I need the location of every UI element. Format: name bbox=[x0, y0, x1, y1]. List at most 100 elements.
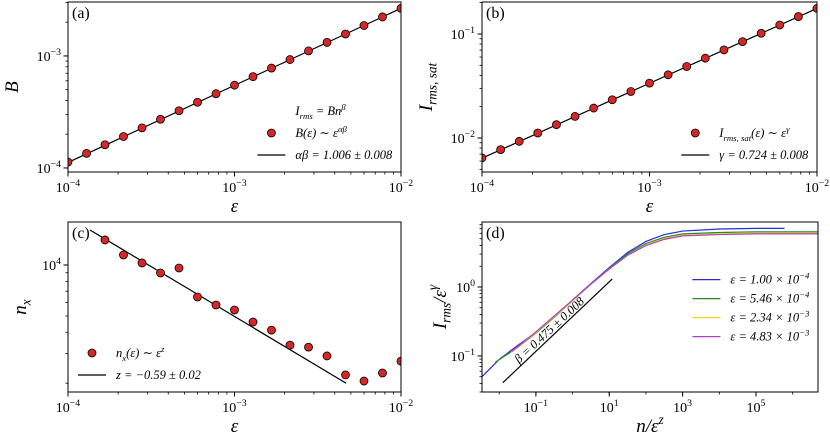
data-point bbox=[285, 55, 295, 64]
plot-area bbox=[89, 229, 401, 386]
y-tick-label: 10−3 bbox=[37, 47, 62, 65]
data-point bbox=[775, 20, 785, 30]
axes-frame bbox=[67, 1, 402, 173]
legend-label: z = −0.59 ± 0.02 bbox=[115, 368, 201, 382]
legend-label: ε = 2.34 × 10−3 bbox=[730, 308, 810, 324]
x-tick-label: 10−3 bbox=[222, 178, 247, 196]
data-point bbox=[738, 37, 747, 46]
text-part: 0 bbox=[470, 278, 475, 289]
data-point bbox=[607, 95, 617, 105]
legend-label: Irms, sat(ε) ∼ εγ bbox=[718, 124, 790, 143]
text-part: ε = 1.00 × 10 bbox=[730, 273, 799, 287]
x-tick-label: 10−2 bbox=[805, 178, 830, 196]
legend-marker bbox=[690, 128, 700, 138]
data-point bbox=[645, 78, 654, 88]
text-part: γ = 0.724 ± 0.008 bbox=[719, 148, 809, 162]
text-part: 10 bbox=[451, 28, 465, 43]
text-part: 10 bbox=[637, 181, 651, 196]
data-point bbox=[100, 235, 110, 245]
text-part: −1 bbox=[465, 347, 476, 358]
text-part: I bbox=[294, 104, 300, 118]
text-part: z = −0.59 ± 0.02 bbox=[115, 368, 201, 382]
panel-label: (a) bbox=[72, 5, 90, 22]
x-tick-label: 10−2 bbox=[389, 398, 414, 416]
x-tick-label: 103 bbox=[673, 398, 692, 416]
text-part: β bbox=[340, 102, 346, 112]
data-point bbox=[514, 136, 524, 146]
legend-label: nx(ε) ∼ εz bbox=[116, 344, 165, 363]
y-tick-label: 100 bbox=[456, 278, 475, 296]
data-point bbox=[248, 72, 258, 82]
line-series bbox=[502, 278, 613, 384]
text-part: −3 bbox=[236, 398, 247, 409]
x-tick-label: 105 bbox=[747, 398, 766, 416]
text-part: n bbox=[10, 305, 31, 315]
legend-label: ε = 4.83 × 10−3 bbox=[730, 327, 810, 343]
y-tick-label: 10−2 bbox=[451, 129, 476, 147]
legend-label: ε = 5.46 × 10−4 bbox=[730, 289, 810, 305]
text-part: −4 bbox=[484, 178, 495, 189]
text-part: rms, sat bbox=[723, 133, 751, 143]
text-part: x bbox=[19, 299, 34, 306]
text-part: 4 bbox=[56, 256, 61, 267]
data-point bbox=[211, 300, 221, 310]
text-part: −1 bbox=[538, 398, 549, 409]
data-point bbox=[663, 70, 673, 80]
data-point bbox=[193, 292, 202, 302]
text-part: −4 bbox=[70, 398, 81, 409]
text-part: 10 bbox=[389, 181, 403, 196]
x-axis-label: ε bbox=[231, 196, 239, 217]
y-tick-label: 10−1 bbox=[451, 25, 476, 43]
text-part: 10 bbox=[451, 350, 465, 365]
data-point bbox=[396, 3, 401, 13]
plot-area bbox=[482, 4, 817, 163]
data-point bbox=[304, 46, 313, 56]
text-part: 10 bbox=[37, 162, 51, 177]
x-tick-label: 10−4 bbox=[470, 178, 495, 196]
data-point bbox=[682, 62, 692, 71]
text-part: 10 bbox=[222, 181, 236, 196]
data-point bbox=[156, 114, 165, 124]
x-tick-label: 10−3 bbox=[222, 398, 247, 416]
x-axis-label: ε bbox=[231, 416, 239, 436]
text-part: 10 bbox=[56, 181, 70, 196]
annotation: β = 0.475 ± 0.008 bbox=[511, 294, 588, 367]
text-part: −2 bbox=[403, 398, 414, 409]
x-tick-label: 10−3 bbox=[637, 178, 662, 196]
data-point bbox=[82, 148, 91, 158]
panel-label: (c) bbox=[72, 225, 90, 242]
text-part: = Bn bbox=[313, 104, 342, 118]
data-point bbox=[359, 376, 369, 386]
text-part: −2 bbox=[403, 178, 414, 189]
axes-frame bbox=[481, 221, 819, 393]
text-part: (ε) ∼ ε bbox=[751, 126, 786, 140]
panel-label: (d) bbox=[486, 225, 505, 242]
text-part: 10 bbox=[470, 181, 484, 196]
text-part: γ bbox=[786, 124, 790, 134]
text-part: I bbox=[416, 103, 437, 112]
legend-marker bbox=[267, 128, 276, 138]
data-point bbox=[267, 63, 276, 73]
text-part: 5 bbox=[761, 398, 766, 409]
text-part: 10 bbox=[37, 50, 51, 65]
text-part: ε bbox=[231, 416, 239, 436]
legend-marker bbox=[87, 348, 97, 358]
legend: Irms = Bnβ B(ε) ∼ εαβ αβ = 1.006 ± 0.008 bbox=[257, 102, 393, 162]
text-part: 10 bbox=[222, 401, 236, 416]
text-part: ε bbox=[231, 196, 239, 217]
data-point bbox=[68, 157, 73, 167]
text-part: −1 bbox=[465, 25, 476, 36]
text-part: 10 bbox=[600, 401, 614, 416]
text-part: αβ bbox=[338, 124, 348, 134]
text-part: rms, sat bbox=[425, 62, 440, 104]
y-tick-label: 104 bbox=[42, 256, 61, 274]
text-part: −4 bbox=[70, 178, 81, 189]
text-part: 3 bbox=[687, 398, 692, 409]
data-point bbox=[322, 38, 332, 47]
data-point bbox=[285, 340, 295, 350]
y-axis-label: Irms, sat bbox=[416, 62, 439, 112]
text-part: 10 bbox=[42, 259, 56, 274]
y-tick-label: 10−1 bbox=[451, 347, 476, 365]
